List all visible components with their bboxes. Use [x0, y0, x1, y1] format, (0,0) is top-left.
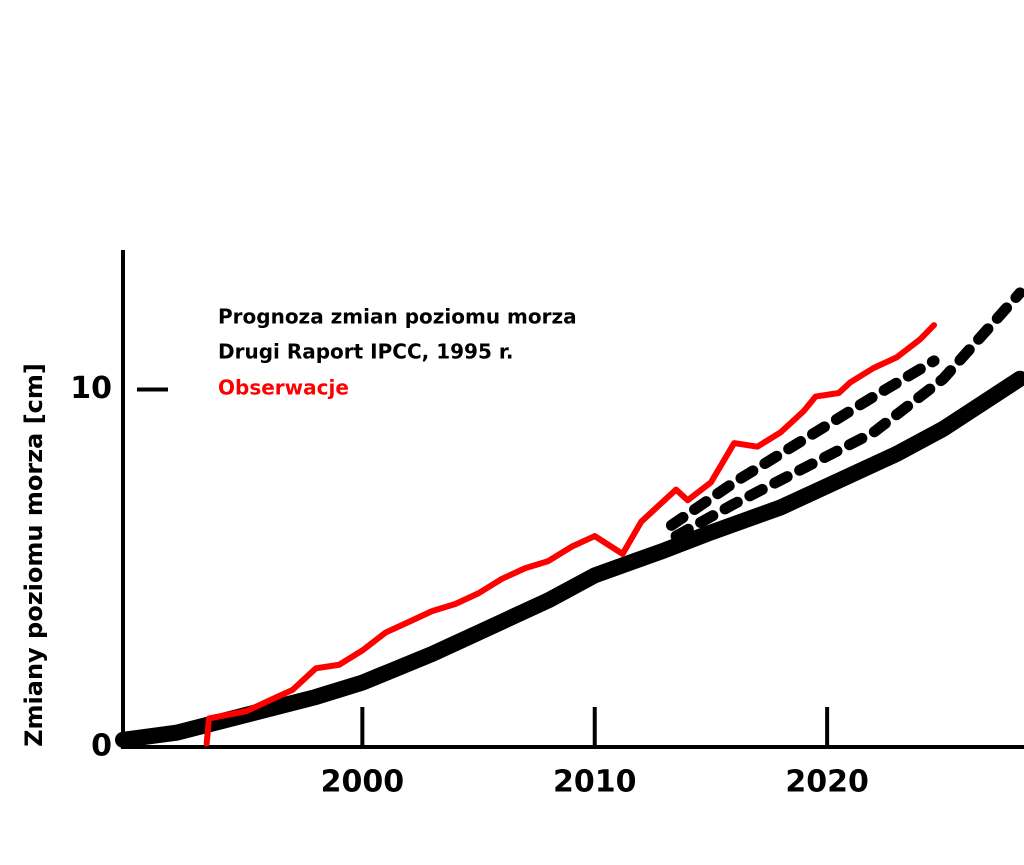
x-tick-label: 2020 — [785, 765, 869, 800]
series-line — [203, 322, 938, 747]
x-tick-label: 2010 — [553, 765, 637, 800]
y-tick-label: 0 — [91, 729, 112, 764]
series-line — [665, 355, 940, 531]
legend-entry: Obserwacje — [218, 376, 349, 400]
y-tick-label: 10 — [70, 371, 112, 406]
legend-entry: Drugi Raport IPCC, 1995 r. — [218, 340, 513, 364]
y-axis-label: Zmiany poziomu morza [cm] — [20, 363, 48, 747]
series-line — [115, 370, 1024, 748]
series-line — [670, 287, 1024, 542]
x-tick-label: 2000 — [321, 765, 405, 800]
legend-title: Prognoza zmian poziomu morza — [218, 305, 577, 329]
